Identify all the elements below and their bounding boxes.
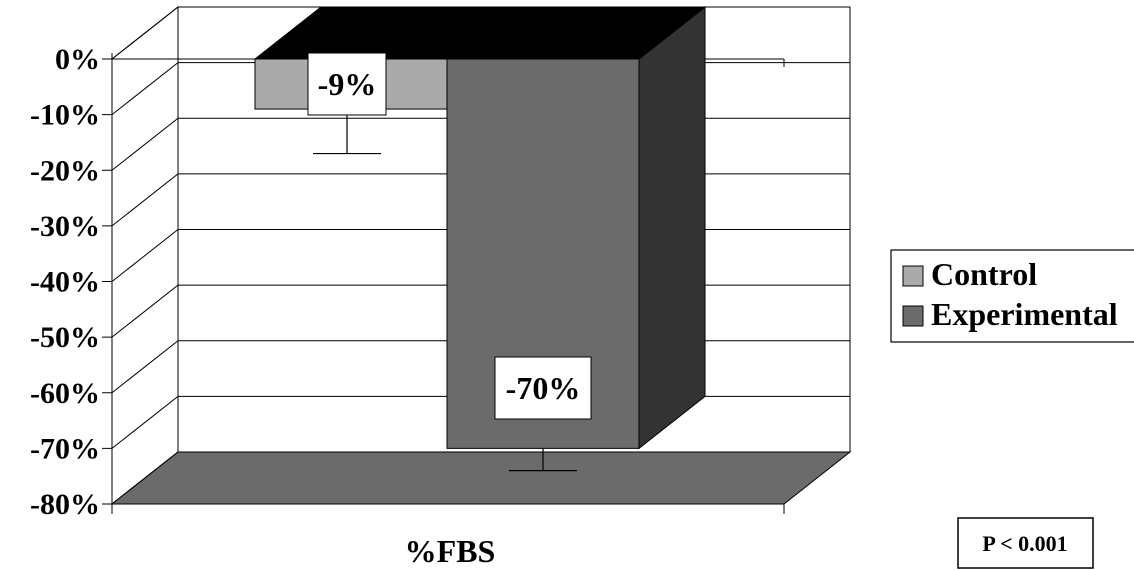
x-axis-label: %FBS <box>405 533 496 569</box>
legend-swatch <box>902 305 924 327</box>
p-value-box <box>957 517 1094 569</box>
p-value-annotation: P < 0.001 <box>957 517 1094 569</box>
y-tick-label: -10% <box>30 99 100 132</box>
y-tick-label: -60% <box>30 377 100 410</box>
y-tick-label: -40% <box>30 266 100 299</box>
y-tick-label: -50% <box>30 321 100 354</box>
data-label: -9% <box>318 66 377 102</box>
data-label-box <box>307 52 387 116</box>
y-tick-label: -80% <box>30 488 100 521</box>
data-labels: -9% -70% <box>307 52 592 420</box>
bar-side-experimental <box>638 5 706 450</box>
y-tick-label: -30% <box>30 210 100 243</box>
legend-label: Control <box>931 256 1037 292</box>
data-label-box <box>494 356 592 420</box>
p-value-text: P < 0.001 <box>982 531 1067 556</box>
chart-floor <box>110 58 852 514</box>
legend: Control Experimental <box>890 249 1134 343</box>
floor-plane <box>110 451 852 505</box>
legend-swatch <box>902 265 924 287</box>
legend-box <box>890 249 1134 343</box>
y-tick-label: -70% <box>30 432 100 465</box>
bar-top-cap <box>253 6 707 60</box>
y-axis-ticks: 0% -10% -20% -30% -40% -50% -60% -70% -80% <box>30 43 113 521</box>
legend-label: Experimental <box>931 296 1118 332</box>
chart-bars <box>253 5 707 472</box>
y-tick-label: -20% <box>30 154 100 187</box>
data-label: -70% <box>506 370 581 406</box>
y-tick-label: 0% <box>55 43 100 76</box>
